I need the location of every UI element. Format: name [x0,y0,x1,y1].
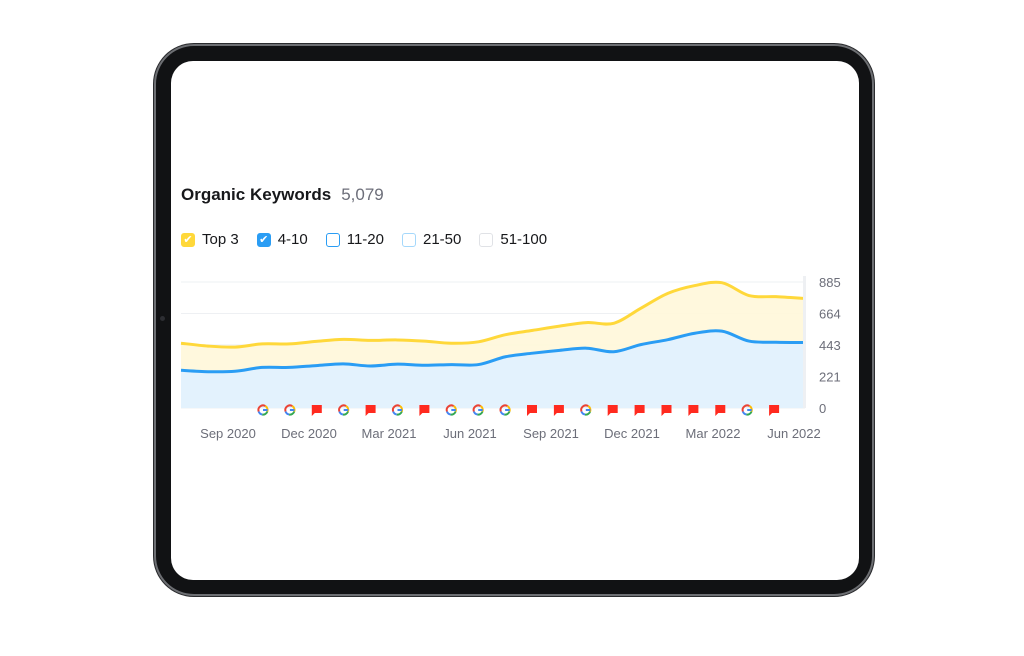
widget-title: Organic Keywords [181,185,332,204]
x-tick-label: Sep 2020 [200,426,256,441]
google-update-icon[interactable] [257,404,269,416]
chart-right-edge [803,276,806,408]
google-update-icon[interactable] [580,404,592,416]
x-tick-label: Dec 2021 [604,426,660,441]
x-tick-label: Jun 2022 [767,426,821,441]
flag-icon[interactable] [311,405,322,416]
checkbox-icon[interactable] [402,232,416,247]
legend-item-4-10[interactable]: ✔ 4-10 [256,231,308,248]
flag-icon[interactable] [419,405,430,416]
checkbox-icon[interactable] [325,232,340,247]
legend-label: 51-100 [500,231,548,248]
legend-item-51-100[interactable]: 51-100 [479,231,547,248]
y-tick-label: 885 [819,275,841,290]
series-line-4-10 [180,329,804,374]
flag-icon[interactable] [688,405,699,416]
legend-item-21-50[interactable]: 21-50 [402,231,461,248]
keyword-count: 5,079 [341,185,384,204]
legend-label: 4-10 [277,231,308,248]
google-update-icon[interactable] [284,404,296,416]
legend: ✔ Top 3 ✔ 4-10 11-20 21-50 51-100 [181,231,565,248]
flag-icon[interactable] [553,405,564,416]
flag-icon[interactable] [634,405,645,416]
legend-label: Top 3 [202,231,239,248]
flag-icon[interactable] [527,405,537,416]
y-tick-label: 221 [819,370,841,385]
x-tick-label: Sep 2021 [523,426,579,441]
x-tick-label: Dec 2020 [281,426,337,441]
checkbox-checked-icon[interactable]: ✔ [256,232,271,247]
google-update-icon[interactable] [499,404,511,416]
flag-icon[interactable] [607,405,618,416]
google-update-icon[interactable] [472,404,484,416]
x-tick-label: Mar 2021 [362,426,417,441]
x-tick-label: Jun 2021 [443,426,497,441]
legend-item-top-3[interactable]: ✔ Top 3 [181,231,239,248]
x-tick-label: Mar 2022 [686,426,741,441]
y-tick-label: 0 [819,401,826,416]
flag-icon[interactable] [769,405,780,416]
google-update-icon[interactable] [391,404,404,416]
checkbox-icon[interactable] [479,232,494,247]
flag-icon[interactable] [661,405,672,416]
google-update-icon[interactable] [445,404,457,416]
series-line-top-3 [180,280,804,349]
flag-icon[interactable] [365,405,376,416]
keywords-chart: 885 664 443 221 0 Sep 2020 Dec 2020 Mar 2021 Jun… [180,275,841,441]
legend-item-11-20[interactable]: 11-20 [325,231,384,248]
tablet-screen: Organic Keywords 5,079 ✔ Top 3 ✔ 4-10 11-20 2… [171,61,859,580]
area-fill-4-10 [181,330,803,408]
camera-dot [160,316,165,321]
google-update-icon[interactable] [338,404,350,416]
legend-label: 21-50 [423,231,462,248]
google-update-icon[interactable] [741,404,753,416]
checkbox-checked-icon[interactable]: ✔ [181,232,195,247]
widget-header: Organic Keywords 5,079 [181,185,384,205]
flag-icon[interactable] [715,405,726,416]
y-tick-label: 664 [819,306,841,321]
y-tick-label: 443 [819,338,841,353]
legend-label: 11-20 [346,231,384,248]
